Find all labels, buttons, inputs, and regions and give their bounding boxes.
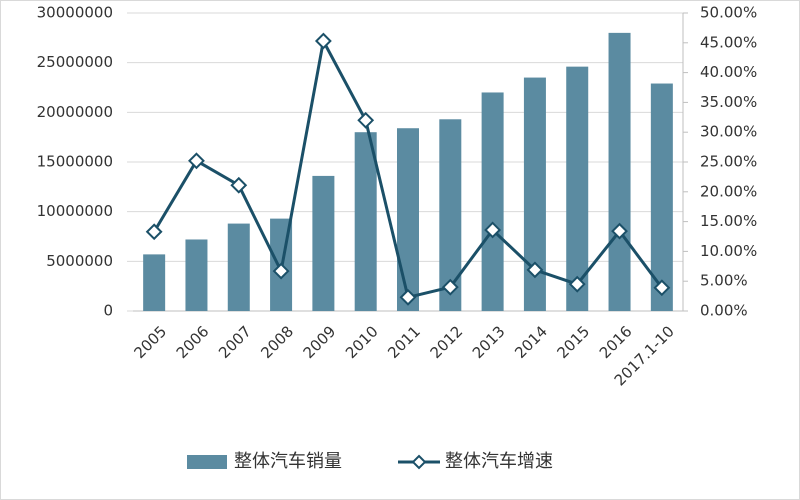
point xyxy=(314,32,332,50)
legend-label: 整体汽车增速 xyxy=(445,451,553,472)
point xyxy=(272,262,290,280)
y2-tick-label: 50.00% xyxy=(700,4,757,22)
bar xyxy=(481,92,504,311)
point xyxy=(568,275,586,293)
y2-tick-label: 5.00% xyxy=(700,272,748,290)
bar xyxy=(439,119,462,311)
bar xyxy=(312,175,335,311)
point xyxy=(526,261,544,279)
y-tick-label: 20000000 xyxy=(37,103,113,121)
y-tick-label: 15000000 xyxy=(37,153,113,171)
point xyxy=(653,279,671,297)
y-tick-label: 5000000 xyxy=(46,252,113,270)
legend-marker xyxy=(411,454,427,470)
bar xyxy=(354,132,377,311)
bar xyxy=(523,77,546,311)
y2-tick-label: 0.00% xyxy=(700,302,748,320)
y2-tick-label: 40.00% xyxy=(700,63,757,81)
y-tick-label: 10000000 xyxy=(37,202,113,220)
point xyxy=(484,221,502,239)
point xyxy=(399,288,417,306)
y2-tick-label: 10.00% xyxy=(700,242,757,260)
point xyxy=(145,223,163,241)
bar xyxy=(608,32,631,311)
bar xyxy=(566,66,589,311)
bar xyxy=(185,239,208,311)
bar xyxy=(227,223,250,311)
y-tick-label: 30000000 xyxy=(37,4,113,22)
y2-tick-label: 30.00% xyxy=(700,123,757,141)
y2-tick-label: 45.00% xyxy=(700,33,757,51)
point xyxy=(357,111,375,129)
point xyxy=(611,222,628,240)
y-tick-label: 25000000 xyxy=(37,53,113,71)
y2-tick-label: 20.00% xyxy=(700,182,757,200)
point xyxy=(230,176,248,194)
bar xyxy=(143,254,166,311)
legend-label: 整体汽车销量 xyxy=(234,451,342,472)
y2-tick-label: 25.00% xyxy=(700,153,757,171)
y-tick-label: 0 xyxy=(103,302,113,320)
point xyxy=(188,152,205,170)
bar xyxy=(397,128,419,311)
y2-tick-label: 15.00% xyxy=(700,212,757,230)
y2-tick-label: 35.00% xyxy=(700,93,757,111)
legend-swatch xyxy=(187,455,227,469)
bar xyxy=(650,83,673,311)
point xyxy=(441,278,459,296)
